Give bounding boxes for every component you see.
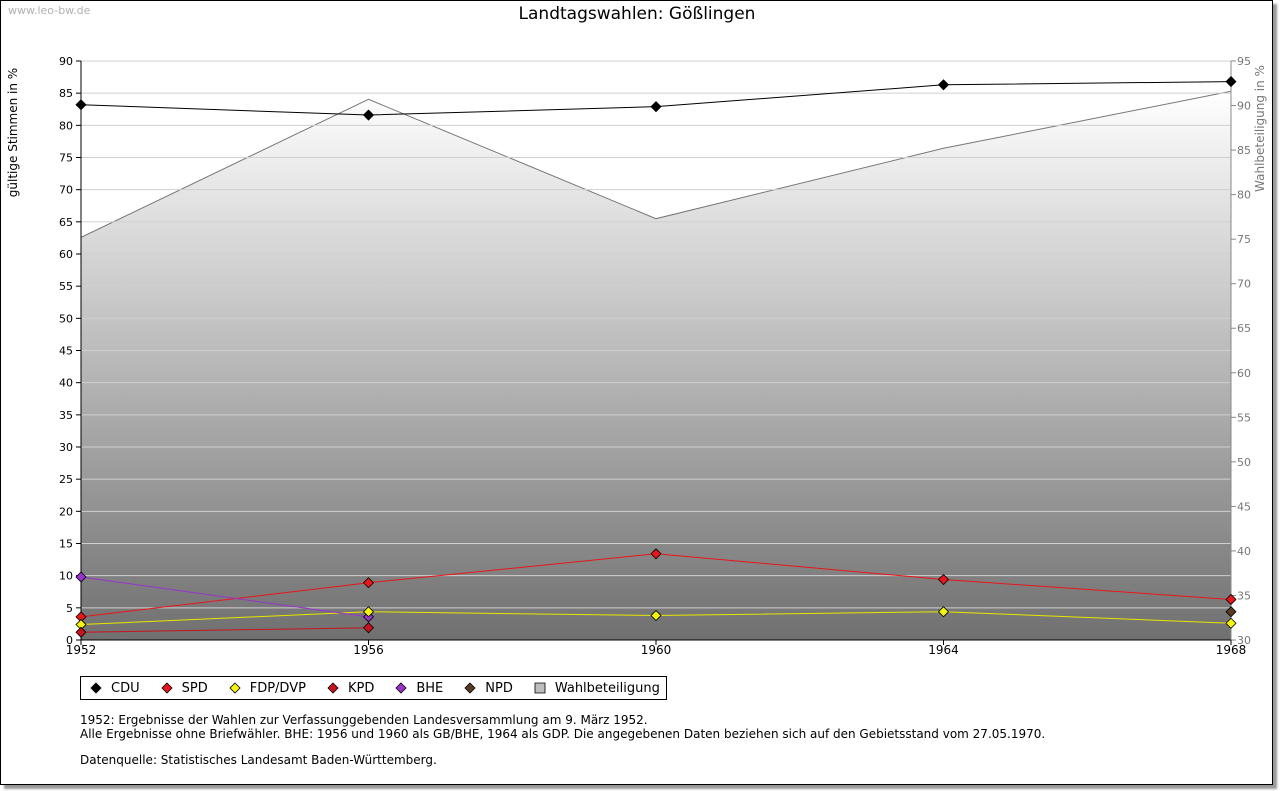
notes: 1952: Ergebnisse der Wahlen zur Verfassu… xyxy=(80,713,1045,767)
legend-item-wahlbeteiligung: Wahlbeteiligung xyxy=(533,681,660,696)
y-tick-label: 60 xyxy=(59,248,73,261)
note-line-2: Alle Ergebnisse ohne Briefwähler. BHE: 1… xyxy=(80,727,1046,741)
legend-item-spd: SPD xyxy=(160,681,208,696)
point-spd xyxy=(1225,593,1237,606)
y2-tick-label: 70 xyxy=(1237,278,1251,291)
legend-item-bhe: BHE xyxy=(394,681,443,696)
legend-label: KPD xyxy=(347,680,375,696)
legend-label: SPD xyxy=(181,680,208,696)
y-tick-label: 45 xyxy=(59,345,73,358)
point-npd xyxy=(1225,606,1237,618)
y-tick-label: 80 xyxy=(59,119,73,132)
y-tick-label: 10 xyxy=(59,570,73,583)
y-tick-label: 0 xyxy=(66,634,73,647)
legend: CDU SPD FDP/DVP KPD BHE NPD Wahlbeteiligung xyxy=(80,676,667,700)
legend-marker xyxy=(534,682,546,694)
legend-label: NPD xyxy=(485,680,513,696)
y-tick-label: 40 xyxy=(59,377,73,390)
x-tick-label: 1952 xyxy=(66,643,97,657)
point-fdpdvp xyxy=(1225,617,1237,629)
y2-tick-label: 85 xyxy=(1237,144,1251,157)
legend-label: FDP/DVP xyxy=(249,680,306,696)
turnout-area xyxy=(81,91,1231,641)
legend-marker xyxy=(327,682,339,694)
point-kpd xyxy=(362,622,375,634)
point-fdpdvp xyxy=(362,606,375,618)
y2-tick-label: 30 xyxy=(1237,634,1251,647)
y2-tick-label: 40 xyxy=(1237,545,1251,558)
y-tick-label: 55 xyxy=(59,280,73,293)
note-line-1: 1952: Ergebnisse der Wahlen zur Verfassu… xyxy=(80,713,648,727)
legend-label: Wahlbeteiligung xyxy=(554,680,660,696)
point-spd xyxy=(362,577,375,589)
legend-item-kpd: KPD xyxy=(326,681,374,696)
x-tick-label: 1956 xyxy=(353,643,384,657)
line-kpd xyxy=(80,627,369,633)
y-tick-label: 30 xyxy=(59,441,73,454)
y2-axis-title: Wahlbeteiligung in % xyxy=(1253,65,1267,192)
point-cdu xyxy=(1225,76,1237,88)
point-bhe xyxy=(75,571,87,583)
data-source: Datenquelle: Statistisches Landesamt Bad… xyxy=(80,753,437,767)
legend-item-fdpdvp: FDP/DVP xyxy=(228,681,306,696)
point-fdpdvp xyxy=(650,609,662,622)
legend-item-cdu: CDU xyxy=(89,681,140,696)
y2-tick-label: 55 xyxy=(1237,411,1251,424)
point-spd xyxy=(937,573,950,586)
y-tick-label: 25 xyxy=(59,473,73,486)
y-tick-label: 15 xyxy=(59,538,73,551)
point-cdu xyxy=(75,99,87,111)
y-tick-label: 65 xyxy=(59,216,73,229)
legend-marker xyxy=(229,682,241,694)
legend-marker xyxy=(464,682,476,694)
legend-item-npd: NPD xyxy=(463,681,513,696)
y2-tick-label: 50 xyxy=(1237,456,1251,469)
y2-tick-label: 90 xyxy=(1237,100,1251,113)
y-tick-label: 70 xyxy=(59,184,73,197)
y2-tick-label: 35 xyxy=(1237,589,1251,602)
legend-marker xyxy=(395,682,407,694)
chart-title: Landtagswahlen: Gößlingen xyxy=(518,4,756,24)
y2-tick-label: 45 xyxy=(1237,500,1251,513)
y-tick-label: 75 xyxy=(59,152,73,165)
watermark: www.leo-bw.de xyxy=(8,4,91,17)
point-fdpdvp xyxy=(937,606,950,618)
x-tick-label: 1964 xyxy=(928,643,959,657)
y2-tick-label: 75 xyxy=(1237,233,1251,246)
y2-tick-label: 65 xyxy=(1237,322,1251,335)
line-bhe xyxy=(80,576,369,618)
legend-label: CDU xyxy=(111,680,140,696)
y-tick-label: 35 xyxy=(59,409,73,422)
point-cdu xyxy=(937,79,950,91)
x-tick-label: 1960 xyxy=(641,643,672,657)
y-tick-label: 5 xyxy=(66,602,73,615)
x-tick-label: 1968 xyxy=(1216,643,1247,657)
y-tick-label: 90 xyxy=(59,55,73,68)
turnout-line xyxy=(80,90,1232,238)
y-tick-label: 85 xyxy=(59,87,73,100)
point-spd xyxy=(650,548,662,560)
point-cdu xyxy=(362,109,375,121)
y-axis-title: gültige Stimmen in % xyxy=(6,68,20,197)
legend-label: BHE xyxy=(416,680,444,696)
y2-tick-label: 60 xyxy=(1237,367,1251,380)
y-tick-label: 50 xyxy=(59,312,73,325)
y2-tick-label: 95 xyxy=(1237,55,1251,68)
point-kpd xyxy=(75,626,87,638)
legend-marker xyxy=(161,682,173,694)
point-cdu xyxy=(650,101,662,113)
y2-tick-label: 80 xyxy=(1237,189,1251,202)
y-tick-label: 20 xyxy=(59,505,73,518)
legend-marker xyxy=(90,682,102,694)
